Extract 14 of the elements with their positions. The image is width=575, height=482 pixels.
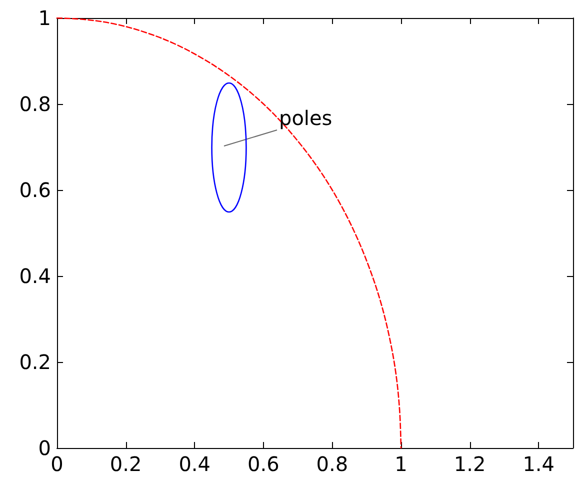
y-tick-label: 0.8 [19, 92, 51, 116]
x-tick-label: 1.2 [454, 452, 486, 476]
annotation: poles [279, 106, 332, 130]
x-tick-label: 0.4 [178, 452, 211, 476]
y-tick-label: 0.2 [19, 350, 51, 374]
x-tick-label: 1 [394, 452, 408, 476]
y-tick-label: 0 [38, 436, 51, 460]
x-tick-label: 0.2 [110, 452, 142, 476]
x-tick-label: 1.4 [522, 452, 555, 476]
y-tick-label: 0.4 [19, 264, 51, 288]
x-tick-label: 0.8 [316, 452, 348, 476]
x-tick-label: 0.6 [247, 452, 280, 476]
y-tick-label: 0.6 [19, 178, 51, 202]
y-tick-label: 1 [38, 6, 51, 30]
